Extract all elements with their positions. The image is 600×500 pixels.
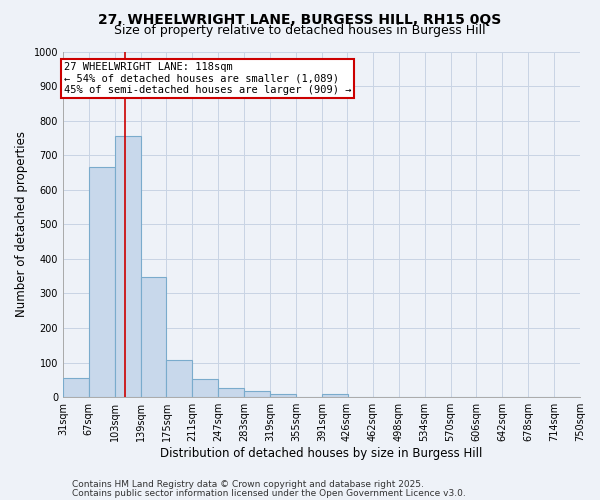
Bar xyxy=(115,136,140,397)
Bar xyxy=(322,394,348,397)
Text: 27, WHEELWRIGHT LANE, BURGESS HILL, RH15 0QS: 27, WHEELWRIGHT LANE, BURGESS HILL, RH15… xyxy=(98,12,502,26)
Text: Size of property relative to detached houses in Burgess Hill: Size of property relative to detached ho… xyxy=(114,24,486,37)
Text: Contains public sector information licensed under the Open Government Licence v3: Contains public sector information licen… xyxy=(72,488,466,498)
Bar xyxy=(218,388,244,397)
Text: Contains HM Land Registry data © Crown copyright and database right 2025.: Contains HM Land Registry data © Crown c… xyxy=(72,480,424,489)
Text: 27 WHEELWRIGHT LANE: 118sqm
← 54% of detached houses are smaller (1,089)
45% of : 27 WHEELWRIGHT LANE: 118sqm ← 54% of det… xyxy=(64,62,351,95)
Bar xyxy=(140,277,166,397)
Bar xyxy=(244,392,270,397)
X-axis label: Distribution of detached houses by size in Burgess Hill: Distribution of detached houses by size … xyxy=(160,447,482,460)
Y-axis label: Number of detached properties: Number of detached properties xyxy=(15,132,28,318)
Bar xyxy=(270,394,296,397)
Bar xyxy=(193,379,218,397)
Bar xyxy=(166,360,193,397)
Bar xyxy=(89,166,115,397)
Bar xyxy=(63,378,89,397)
